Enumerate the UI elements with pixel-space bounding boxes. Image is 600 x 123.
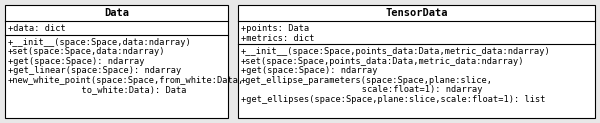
Text: to_white:Data): Data: to_white:Data): Data — [8, 85, 187, 94]
Text: +get_linear(space:Space): ndarray: +get_linear(space:Space): ndarray — [8, 66, 181, 75]
Text: +__init__(space:Space,data:ndarray): +__init__(space:Space,data:ndarray) — [8, 38, 192, 47]
Text: +set(space:Space,points_data:Data,metric_data:ndarray): +set(space:Space,points_data:Data,metric… — [241, 57, 524, 66]
Text: scale:float=1): ndarray: scale:float=1): ndarray — [241, 85, 482, 94]
Text: +set(space:Space,data:ndarray): +set(space:Space,data:ndarray) — [8, 47, 166, 56]
Text: +get(space:Space): ndarray: +get(space:Space): ndarray — [8, 57, 145, 66]
Text: +points: Data: +points: Data — [241, 24, 309, 33]
Text: +new_white_point(space:Space,from_white:Data,: +new_white_point(space:Space,from_white:… — [8, 76, 244, 85]
Text: TensorData: TensorData — [385, 8, 448, 18]
Text: +get_ellipse_parameters(space:Space,plane:slice,: +get_ellipse_parameters(space:Space,plan… — [241, 76, 493, 85]
Bar — [5, 5, 228, 118]
Text: +metrics: dict: +metrics: dict — [241, 34, 314, 43]
Text: +get_ellipses(space:Space,plane:slice,scale:float=1): list: +get_ellipses(space:Space,plane:slice,sc… — [241, 95, 545, 104]
Text: +data: dict: +data: dict — [8, 24, 66, 33]
Text: +__init__(space:Space,points_data:Data,metric_data:ndarray): +__init__(space:Space,points_data:Data,m… — [241, 47, 551, 56]
Bar — [238, 5, 595, 118]
Text: +get(space:Space): ndarray: +get(space:Space): ndarray — [241, 66, 377, 75]
Text: Data: Data — [104, 8, 129, 18]
